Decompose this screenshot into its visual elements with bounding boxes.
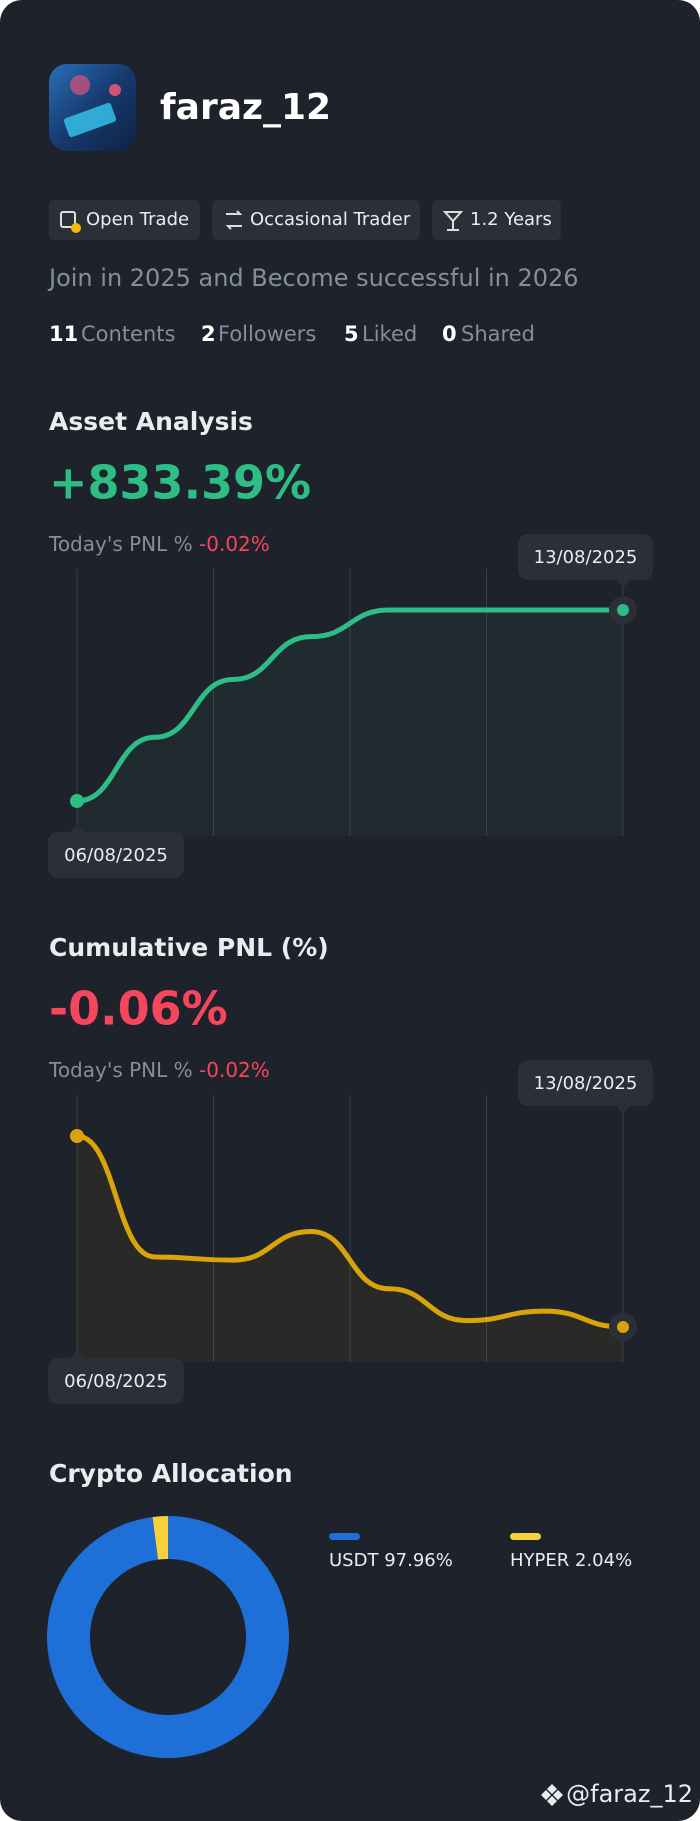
legend-value: 97.96% — [384, 1550, 453, 1571]
legend-label: HYPER 2.04% — [510, 1550, 632, 1571]
stat-value: 0 — [442, 322, 457, 346]
tooltip-pointer — [70, 824, 84, 832]
stat-value: 2 — [201, 322, 216, 346]
tooltip-pointer — [70, 1350, 84, 1358]
date-tooltip — [48, 1358, 184, 1404]
date-label: 13/08/2025 — [534, 547, 638, 568]
pnl-value: -0.02% — [199, 1058, 270, 1082]
date-tooltip — [48, 832, 184, 878]
tooltip-pointer — [616, 580, 630, 588]
stat-label: Liked — [362, 322, 417, 346]
tag — [432, 200, 561, 240]
stat-label: Contents — [81, 322, 175, 346]
tag-label: Open Trade — [86, 209, 189, 230]
legend-category: HYPER — [510, 1550, 569, 1571]
line — [74, 1133, 626, 1330]
footer-logo — [541, 1784, 563, 1806]
pnl-label: Today's PNL % — [48, 1058, 193, 1082]
footer-handle: @faraz_12 — [566, 1780, 693, 1808]
legend-label: USDT 97.96% — [329, 1550, 453, 1571]
tag-label: 1.2 Years — [470, 209, 552, 230]
end-point — [617, 604, 629, 616]
section-title: Crypto Allocation — [49, 1459, 293, 1488]
tooltip-pointer — [616, 1106, 630, 1114]
date-tooltip — [518, 1060, 653, 1106]
date-tooltip — [518, 534, 653, 580]
section-title: Asset Analysis — [49, 407, 253, 436]
area — [77, 1136, 623, 1362]
legend-swatch — [329, 1533, 360, 1540]
tag-label: Occasional Trader — [250, 209, 411, 230]
username: faraz_12 — [160, 87, 331, 128]
date-label: 06/08/2025 — [64, 1371, 168, 1392]
stat-value: 5 — [344, 322, 359, 346]
bio: Join in 2025 and Become successful in 20… — [47, 264, 579, 292]
section-title: Cumulative PNL (%) — [49, 933, 329, 962]
line — [74, 607, 626, 804]
start-point — [70, 1129, 84, 1143]
pnl-value: -0.02% — [199, 532, 270, 556]
date-label: 13/08/2025 — [534, 1073, 638, 1094]
end-point — [617, 1321, 629, 1333]
pnl-subtitle: Today's PNL % -0.02% — [48, 532, 270, 556]
stat-label: Shared — [461, 322, 535, 346]
area — [77, 610, 623, 836]
tag — [49, 200, 200, 240]
legend-value: 2.04% — [575, 1550, 632, 1571]
headline-value: -0.06% — [49, 982, 228, 1036]
avatar — [49, 64, 136, 151]
headline-value: +833.39% — [49, 456, 311, 510]
start-point — [70, 794, 84, 808]
stat-label: Followers — [218, 322, 316, 346]
legend-swatch — [510, 1533, 541, 1540]
donut-slice — [152, 1516, 168, 1560]
pnl-subtitle: Today's PNL % -0.02% — [48, 1058, 270, 1082]
donut-slice — [47, 1516, 290, 1758]
legend-category: USDT — [329, 1550, 379, 1571]
stat-value: 11 — [49, 322, 78, 346]
tag — [212, 200, 420, 240]
pnl-label: Today's PNL % — [48, 532, 193, 556]
date-label: 06/08/2025 — [64, 845, 168, 866]
